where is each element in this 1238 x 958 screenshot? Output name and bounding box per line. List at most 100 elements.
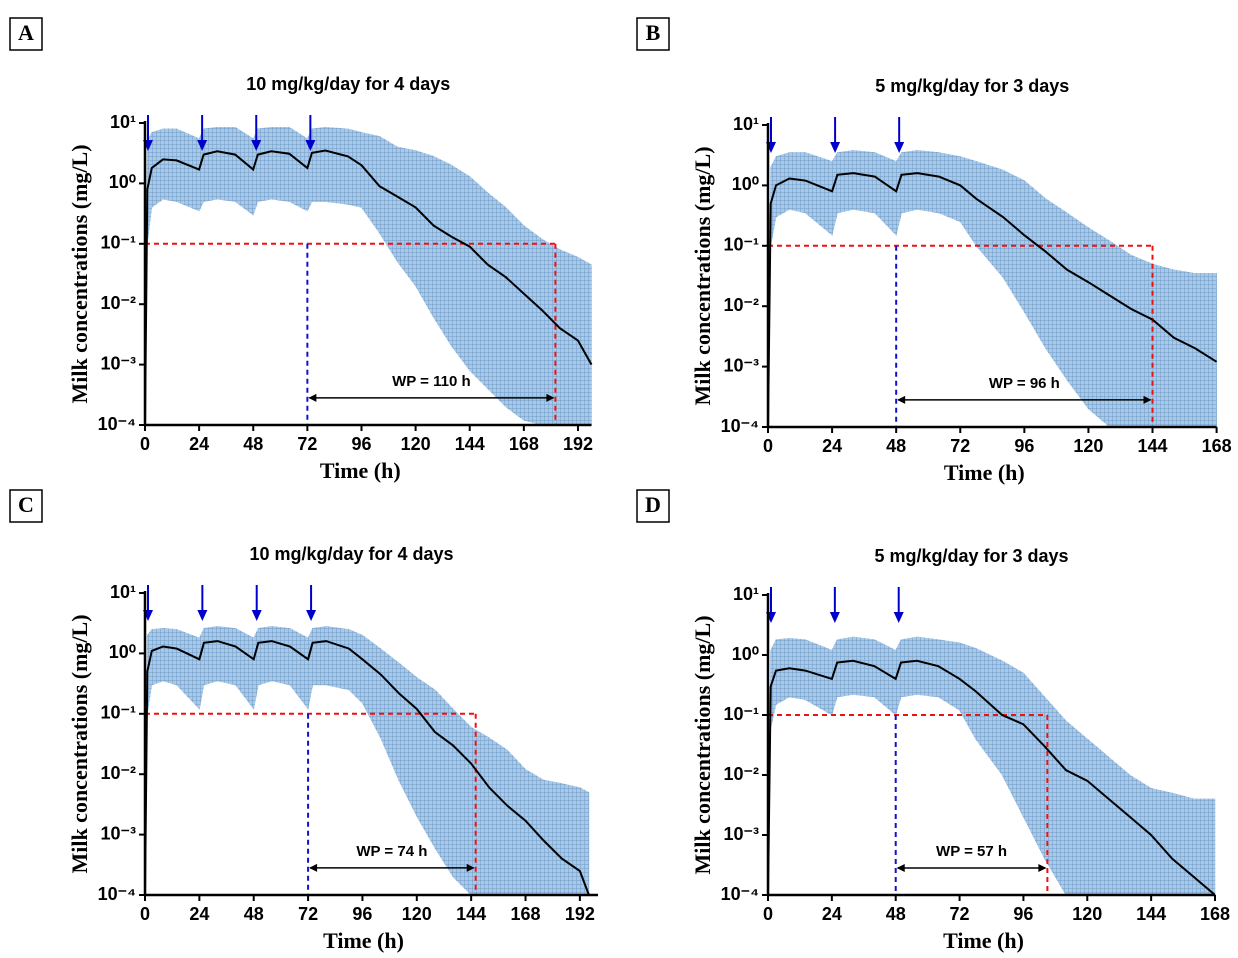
band-segment bbox=[1065, 720, 1088, 896]
y-tick-label: 10⁻⁴ bbox=[721, 884, 759, 904]
y-tick-label: 10⁰ bbox=[109, 642, 136, 662]
band-segment bbox=[234, 126, 254, 216]
x-tick-label: 120 bbox=[401, 434, 431, 454]
band-segment bbox=[470, 726, 490, 896]
panel-label-box bbox=[636, 17, 670, 51]
x-tick-label: 144 bbox=[1136, 904, 1166, 924]
band-segment bbox=[257, 126, 272, 202]
x-tick-label: 144 bbox=[455, 434, 485, 454]
dose-arrowhead bbox=[251, 610, 262, 621]
band-segment bbox=[789, 152, 806, 214]
y-axis-label: Milk concentrations (mg/L) bbox=[690, 146, 715, 405]
y-tick-label: 10⁻³ bbox=[723, 824, 759, 844]
band-segment bbox=[577, 256, 592, 426]
x-tick-label: 96 bbox=[1014, 436, 1034, 456]
x-tick-label: 144 bbox=[1137, 436, 1167, 456]
band-segment bbox=[469, 175, 489, 390]
band-segment bbox=[347, 128, 362, 208]
y-tick-label: 10¹ bbox=[110, 582, 136, 602]
panel-label: B bbox=[646, 20, 661, 45]
band-segment bbox=[217, 626, 236, 686]
band-segment bbox=[451, 164, 471, 372]
x-tick-label: 192 bbox=[563, 434, 593, 454]
x-tick-label: 48 bbox=[886, 436, 906, 456]
band-segment bbox=[1152, 263, 1175, 428]
y-tick-label: 10¹ bbox=[110, 112, 136, 132]
x-tick-label: 144 bbox=[456, 904, 486, 924]
y-axis-label: Milk concentrations (mg/L) bbox=[690, 615, 715, 874]
wp-arrowhead bbox=[466, 863, 475, 872]
dose-arrowhead bbox=[830, 142, 841, 153]
y-axis-label: Milk concentrations (mg/L) bbox=[67, 614, 92, 873]
x-tick-label: 48 bbox=[886, 904, 906, 924]
wp-label: WP = 110 h bbox=[392, 373, 471, 390]
y-tick-label: 10⁻² bbox=[100, 293, 136, 313]
band-segment bbox=[325, 126, 349, 205]
dose-arrowhead bbox=[306, 610, 317, 621]
x-tick-label: 168 bbox=[509, 434, 539, 454]
band-segment bbox=[257, 626, 273, 686]
y-tick-label: 10⁻¹ bbox=[723, 704, 759, 724]
y-tick-label: 10⁻¹ bbox=[100, 703, 136, 723]
band-segment bbox=[162, 628, 178, 686]
band-segment bbox=[1108, 756, 1131, 896]
wp-arrowhead bbox=[309, 863, 318, 872]
wp-label: WP = 74 h bbox=[356, 843, 427, 860]
x-tick-label: 72 bbox=[297, 434, 317, 454]
band-segment bbox=[151, 628, 164, 686]
y-tick-label: 10¹ bbox=[733, 114, 759, 134]
band-segment bbox=[1086, 738, 1109, 896]
band-segment bbox=[874, 152, 897, 236]
band-segment bbox=[487, 192, 507, 408]
band-segment bbox=[959, 642, 976, 741]
x-axis-label: Time (h) bbox=[323, 928, 404, 953]
x-tick-label: 168 bbox=[510, 904, 540, 924]
band-segment bbox=[176, 628, 200, 710]
x-tick-label: 192 bbox=[565, 904, 595, 924]
x-tick-label: 0 bbox=[140, 434, 150, 454]
band-segment bbox=[488, 737, 508, 896]
x-tick-label: 72 bbox=[298, 904, 318, 924]
wp-arrowhead bbox=[897, 395, 906, 404]
dose-arrowhead bbox=[251, 140, 262, 151]
band-segment bbox=[398, 662, 418, 817]
band-segment bbox=[253, 628, 259, 710]
band-segment bbox=[151, 128, 164, 209]
x-tick-label: 48 bbox=[244, 904, 264, 924]
x-tick-label: 168 bbox=[1202, 436, 1232, 456]
x-tick-label: 120 bbox=[1072, 904, 1102, 924]
panel-label-box bbox=[9, 17, 43, 51]
panel-label: A bbox=[18, 20, 34, 45]
median-line bbox=[767, 172, 1218, 428]
band-segment bbox=[853, 150, 876, 214]
chart-title: 5 mg/kg/day for 3 days bbox=[874, 546, 1068, 566]
x-tick-label: 96 bbox=[351, 434, 371, 454]
x-tick-label: 0 bbox=[763, 904, 773, 924]
band-segment bbox=[916, 636, 939, 698]
band-segment bbox=[805, 152, 833, 236]
band-segment bbox=[289, 126, 308, 212]
x-tick-label: 96 bbox=[1013, 904, 1033, 924]
chart-title: 10 mg/kg/day for 4 days bbox=[246, 74, 450, 94]
y-tick-label: 10⁻² bbox=[100, 763, 136, 783]
wp-arrowhead bbox=[546, 393, 555, 402]
x-axis-label: Time (h) bbox=[944, 460, 1025, 485]
x-tick-label: 0 bbox=[140, 904, 150, 924]
band-segment bbox=[312, 626, 327, 686]
dose-arrowhead bbox=[197, 140, 208, 151]
band-segment bbox=[1066, 212, 1089, 410]
panel-label: D bbox=[645, 492, 661, 517]
dose-arrowhead bbox=[893, 612, 904, 623]
chart-title: 5 mg/kg/day for 3 days bbox=[875, 76, 1069, 96]
chart-title: 10 mg/kg/day for 4 days bbox=[249, 544, 453, 564]
band-segment bbox=[895, 151, 902, 236]
wp-arrowhead bbox=[1143, 395, 1152, 404]
band-segment bbox=[901, 150, 918, 214]
wp-label: WP = 57 h bbox=[936, 843, 1007, 860]
band-segment bbox=[199, 628, 205, 710]
band-segment bbox=[852, 636, 875, 698]
wp-label: WP = 96 h bbox=[989, 375, 1060, 392]
wp-arrowhead bbox=[896, 864, 905, 872]
dose-arrowhead bbox=[197, 610, 208, 621]
